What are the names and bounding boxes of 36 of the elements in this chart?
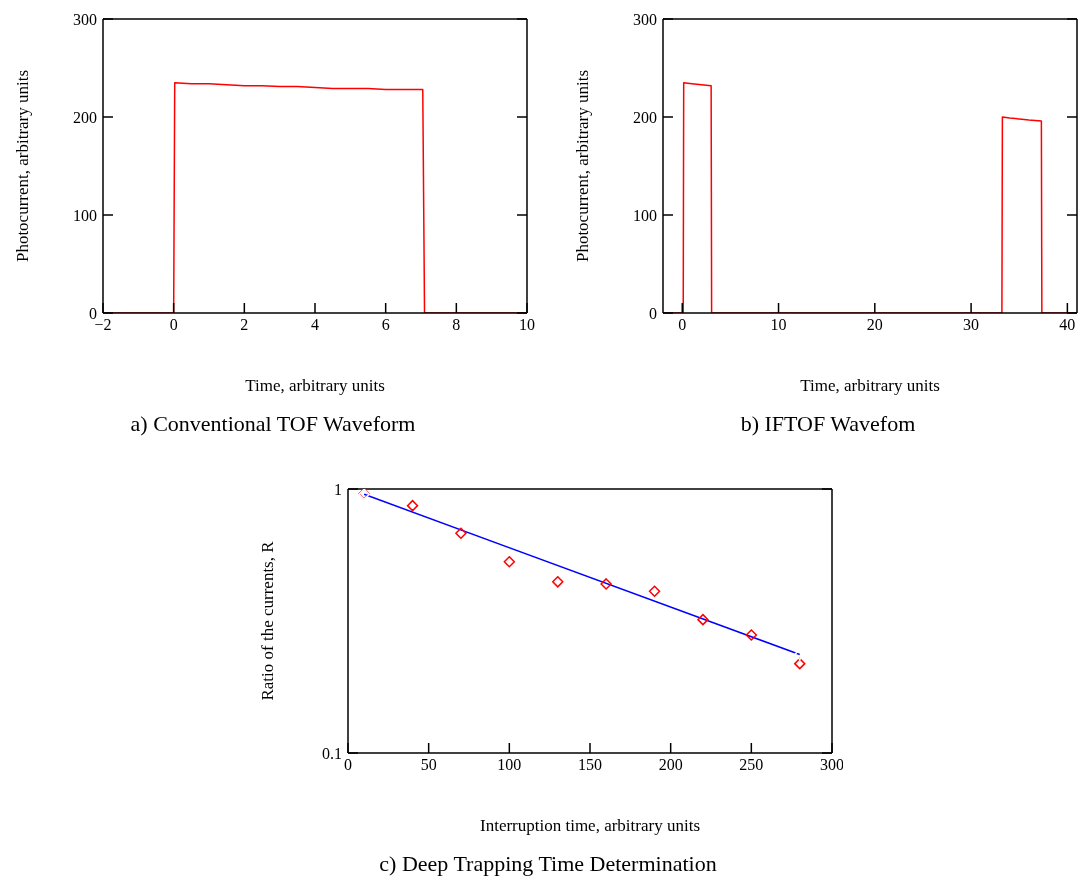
x-tick-label: 10	[519, 316, 535, 334]
y-tick-label: 300	[633, 10, 657, 28]
y-tick-label: 300	[73, 10, 97, 28]
text: a) Conventional TOF Waveform	[129, 411, 417, 437]
x-tick-label: 50	[420, 756, 437, 774]
x-tick-label: 0	[678, 316, 687, 334]
x-tick-label: 4	[311, 316, 319, 334]
y-axis-title: Ratio of the currents, R	[258, 540, 278, 701]
x-tick-label: 2	[240, 316, 249, 334]
y-tick-label: 100	[73, 206, 97, 224]
x-tick-label: 100	[497, 756, 522, 774]
x-tick-label: 0	[169, 316, 178, 334]
x-tick-label: 300	[820, 756, 844, 774]
y-tick-label: 200	[73, 108, 97, 126]
text: b) IFTOF Wavefom	[739, 411, 917, 437]
y-tick-label: 0.1	[322, 744, 342, 762]
y-tick-label: 100	[633, 206, 657, 224]
x-tick-label: 150	[578, 756, 602, 774]
x-tick-label: 200	[658, 756, 683, 774]
y-axis-title: Photocurrent, arbitrary units	[573, 69, 593, 263]
y-tick-label: 0	[89, 304, 97, 322]
x-axis-title: Interruption time, arbitrary units	[480, 816, 700, 835]
x-axis-title: Time, arbitrary units	[245, 376, 385, 395]
x-tick-label: 6	[381, 316, 390, 334]
x-tick-label: 250	[739, 756, 764, 774]
y-tick-label: 1	[334, 480, 342, 498]
x-tick-label: 20	[866, 316, 883, 334]
x-tick-label: 40	[1059, 316, 1076, 334]
x-tick-label: 8	[452, 316, 461, 334]
x-axis-title: Time, arbitrary units	[800, 376, 940, 395]
x-tick-label: 10	[770, 316, 787, 334]
y-tick-label: 0	[649, 304, 657, 322]
y-tick-label: 200	[633, 108, 657, 126]
text: c) Deep Trapping Time Determination	[378, 851, 718, 877]
y-axis-title: Photocurrent, arbitrary units	[13, 69, 33, 263]
x-tick-label: 30	[963, 316, 980, 334]
